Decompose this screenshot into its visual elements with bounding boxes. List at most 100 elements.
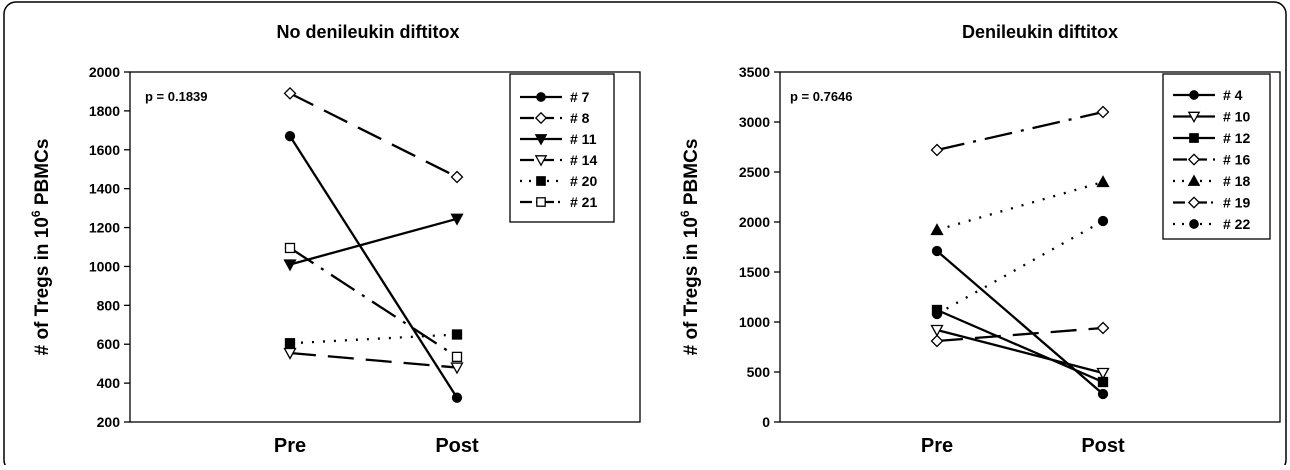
legend-box xyxy=(509,73,615,223)
legend-label: # 14 xyxy=(570,152,597,168)
legend-marker xyxy=(1187,196,1201,209)
chart-2: Denileukin diftitox 0 500 1000 1500 2000 2500 3… xyxy=(678,22,1281,457)
x-tick-label: Post xyxy=(1081,435,1125,457)
data-point xyxy=(450,170,464,184)
y-tick-label: 0 xyxy=(762,414,770,430)
legend-marker xyxy=(534,111,548,125)
series-14 xyxy=(283,347,464,375)
legend-marker xyxy=(1187,153,1201,166)
legend-box xyxy=(1162,73,1271,240)
y-tick-label: 200 xyxy=(97,414,121,430)
y-tick-label: 1600 xyxy=(89,142,120,158)
data-point xyxy=(283,86,297,100)
legend-label: # 18 xyxy=(1223,173,1250,189)
legend-label: # 21 xyxy=(570,194,597,210)
y-tick-label: 3500 xyxy=(739,64,770,80)
p-value-annotation: p = 0.7646 xyxy=(790,89,853,104)
y-tick-label: 1500 xyxy=(739,264,770,280)
data-point xyxy=(930,324,944,337)
data-point xyxy=(1097,215,1109,227)
y-tick-label: 1400 xyxy=(89,181,120,197)
figure-border xyxy=(3,1,1287,470)
y-tick-label: 2000 xyxy=(89,64,120,80)
data-point xyxy=(1096,321,1110,335)
series-10 xyxy=(930,324,1110,380)
series-11 xyxy=(283,213,464,272)
y-tick-label: 2000 xyxy=(739,214,770,230)
y-tick-label: 500 xyxy=(747,364,771,380)
legend-label: # 19 xyxy=(1223,195,1250,211)
series-line xyxy=(936,250,1104,395)
series-line xyxy=(289,333,458,345)
legend-label: # 7 xyxy=(570,89,590,105)
legend-marker xyxy=(1187,174,1201,186)
data-point xyxy=(284,338,296,349)
legend-label: # 12 xyxy=(1223,130,1250,146)
series-18 xyxy=(930,175,1110,236)
legend-label: # 8 xyxy=(570,110,590,126)
y-tick-label: 1200 xyxy=(89,220,120,236)
y-tick-label: 800 xyxy=(97,297,121,313)
data-point xyxy=(283,259,297,272)
series-line xyxy=(936,328,1104,375)
series-line xyxy=(936,180,1104,232)
y-tick-label: 2500 xyxy=(739,164,770,180)
data-point xyxy=(1096,105,1110,119)
x-tick-label: Pre xyxy=(274,435,306,457)
series-line xyxy=(936,219,1104,316)
legend-marker xyxy=(536,176,546,186)
series-16 xyxy=(930,321,1110,348)
legend-marker xyxy=(534,155,548,167)
data-point xyxy=(930,223,944,236)
legend-label: # 10 xyxy=(1223,109,1250,125)
p-value-annotation: p = 0.1839 xyxy=(145,89,208,104)
series-line xyxy=(289,217,458,266)
series-8 xyxy=(283,86,464,184)
series-20 xyxy=(284,329,463,349)
legend: # 7 # 8 # 11 # 14 # 20 # 21 xyxy=(509,73,615,223)
plot-area xyxy=(129,71,641,423)
data-point xyxy=(1097,376,1109,388)
data-point xyxy=(930,334,944,348)
data-point xyxy=(1096,175,1110,188)
series-line xyxy=(936,110,1104,152)
legend-marker xyxy=(1189,219,1199,229)
data-point xyxy=(284,242,296,254)
y-tick-label: 400 xyxy=(97,375,121,391)
series-line xyxy=(289,92,458,179)
series-4 xyxy=(931,245,1109,400)
legend-marker xyxy=(1189,133,1199,143)
legend-marker xyxy=(1189,90,1199,100)
legend-marker xyxy=(536,92,546,102)
data-point xyxy=(283,347,297,360)
legend-label: # 20 xyxy=(570,173,597,189)
chart-title: No denileukin diftitox xyxy=(277,22,460,42)
legend: # 4 # 10 # 12 # 16 # 18 # 19 # 22 xyxy=(1162,73,1271,240)
data-point xyxy=(284,131,296,142)
chart-title: Denileukin diftitox xyxy=(962,22,1118,42)
y-tick-label: 1000 xyxy=(89,258,120,274)
legend-marker xyxy=(1187,111,1201,124)
series-7 xyxy=(284,131,463,403)
legend-marker xyxy=(534,134,548,146)
legend-label: # 4 xyxy=(1223,87,1243,103)
series-line xyxy=(936,308,1104,384)
data-point xyxy=(451,392,463,403)
y-axis-label: # of Tregs in 106 PBMCs xyxy=(29,139,53,356)
series-line xyxy=(289,351,458,369)
legend-label: # 16 xyxy=(1223,152,1250,168)
data-point xyxy=(450,362,464,375)
y-tick-label: 1800 xyxy=(89,103,120,119)
series-line xyxy=(289,247,458,358)
legend-marker xyxy=(536,197,546,207)
data-point xyxy=(930,143,944,157)
x-tick-label: Post xyxy=(435,435,479,457)
data-point xyxy=(931,308,943,320)
series-line xyxy=(936,326,1104,343)
y-tick-label: 600 xyxy=(97,336,121,352)
data-point xyxy=(450,213,464,226)
data-point xyxy=(1096,367,1110,380)
data-point xyxy=(1097,388,1109,400)
